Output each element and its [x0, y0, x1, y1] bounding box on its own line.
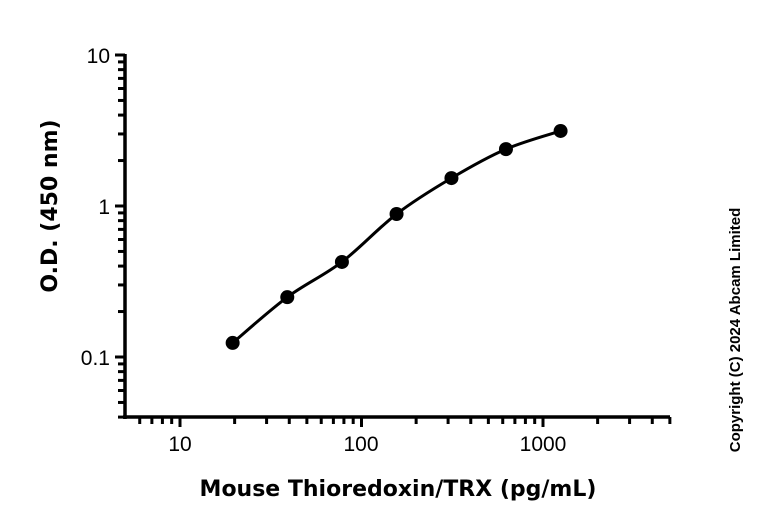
data-points [225, 123, 568, 350]
data-point-marker [334, 254, 349, 269]
fit-curve [231, 129, 562, 345]
copyright-notice: Copyright (C) 2024 Abcam Limited [727, 208, 744, 452]
x-tick-label-100: 100 [343, 433, 378, 456]
x-tick-label-10: 10 [168, 433, 191, 456]
axes [115, 53, 672, 427]
fit-curve-path [231, 129, 562, 345]
data-point-marker [498, 142, 513, 157]
data-point-marker [225, 335, 240, 350]
data-point-marker [444, 171, 459, 186]
data-point-marker [280, 290, 295, 305]
x-tick-label-1000: 1000 [520, 433, 567, 456]
y-tick-label-0.1: 0.1 [81, 347, 110, 370]
y-tick-label-10: 10 [87, 45, 110, 68]
data-point-marker [389, 207, 404, 222]
y-axis-title: O.D. (450 nm) [38, 119, 63, 292]
data-point-marker [553, 123, 568, 138]
x-axis-title: Mouse Thioredoxin/TRX (pg/mL) [200, 477, 597, 502]
y-tick-label-1: 1 [98, 196, 110, 219]
